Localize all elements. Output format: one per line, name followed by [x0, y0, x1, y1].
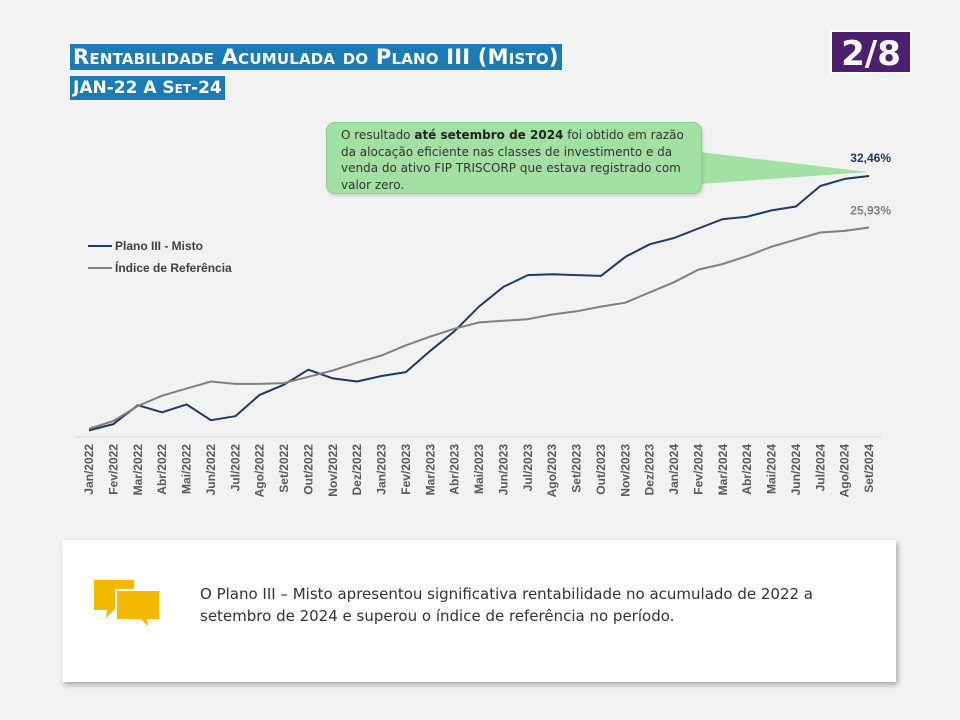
x-tick-label: Set/2022	[277, 444, 291, 493]
x-tick-label: Jun/2024	[789, 444, 803, 496]
x-tick-label: Fev/2023	[399, 444, 413, 495]
x-tick-label: Set/2024	[862, 444, 876, 493]
x-tick-label: Mar/2024	[716, 444, 730, 496]
legend-label: Plano III - Misto	[115, 239, 203, 253]
legend: Plano III - Misto Índice de Referência	[88, 239, 232, 275]
x-tick-label: Jul/2023	[521, 444, 535, 492]
callout-pointer	[700, 152, 868, 184]
x-tick-label: Jan/2023	[375, 444, 389, 495]
end-value-label: 25,93%	[850, 204, 891, 218]
chat-bubbles-icon	[94, 580, 161, 630]
x-tick-label: Jul/2022	[228, 444, 242, 492]
series-line-1	[88, 175, 870, 432]
line-chart: Jan/2022 Fev/2022 Mar/2022 Abr/2022 Mai/2022…	[76, 151, 891, 498]
x-tick-label: Abr/2023	[448, 444, 462, 495]
callout-text-start: O resultado	[341, 128, 415, 142]
x-tick-label: Fev/2022	[106, 444, 120, 495]
x-tick-label: Out/2022	[301, 444, 315, 495]
x-tick-label: Mai/2024	[765, 444, 779, 494]
summary-text: O Plano III – Misto apresentou significa…	[200, 585, 814, 625]
series-line-2	[88, 226, 870, 430]
x-tick-label: Dez/2023	[643, 444, 657, 496]
summary-panel: O Plano III – Misto apresentou significa…	[62, 540, 896, 682]
callout-text-bold: até setembro de 2024	[414, 128, 564, 142]
chart-title: Rentabilidade Acumulada do Plano III (Mi…	[70, 44, 562, 70]
page-indicator: 2/8	[830, 30, 912, 74]
x-tick-label: Out/2023	[594, 444, 608, 495]
x-tick-label: Ago/2023	[545, 444, 559, 498]
legend-label: Índice de Referência	[115, 260, 232, 275]
x-tick-label: Mar/2023	[423, 444, 437, 496]
x-tick-label: Jan/2022	[82, 444, 96, 495]
x-tick-label: Abr/2022	[155, 444, 169, 495]
x-tick-label: Jul/2024	[813, 444, 827, 492]
x-tick-label: Nov/2023	[618, 444, 632, 497]
callout-text-end: foi obtido em razão da alocação eficient…	[341, 128, 684, 192]
x-tick-label: Set/2023	[570, 444, 584, 493]
end-value-label: 32,46%	[850, 151, 891, 165]
x-tick-label: Jun/2023	[496, 444, 510, 496]
x-tick-label: Mai/2023	[472, 444, 486, 494]
series-layer: 32,46% 25,93%	[88, 151, 891, 432]
x-tick-label: Mai/2022	[180, 444, 194, 494]
chart-period: JAN-22 A Set-24	[70, 76, 225, 100]
x-tick-label: Nov/2022	[326, 444, 340, 497]
x-tick-label: Fev/2024	[691, 444, 705, 495]
x-tick-label: Dez/2022	[350, 444, 364, 496]
x-tick-label: Jan/2024	[667, 444, 681, 495]
x-tick-label: Mar/2022	[131, 444, 145, 496]
x-tick-label: Abr/2024	[740, 444, 754, 495]
x-tick-labels: Jan/2022 Fev/2022 Mar/2022 Abr/2022 Mai/2022…	[82, 444, 876, 498]
x-tick-label: Ago/2024	[838, 444, 852, 498]
x-tick-label: Jun/2022	[204, 444, 218, 496]
x-tick-label: Ago/2022	[253, 444, 267, 498]
callout-annotation: O resultado até setembro de 2024 foi obt…	[326, 122, 702, 194]
